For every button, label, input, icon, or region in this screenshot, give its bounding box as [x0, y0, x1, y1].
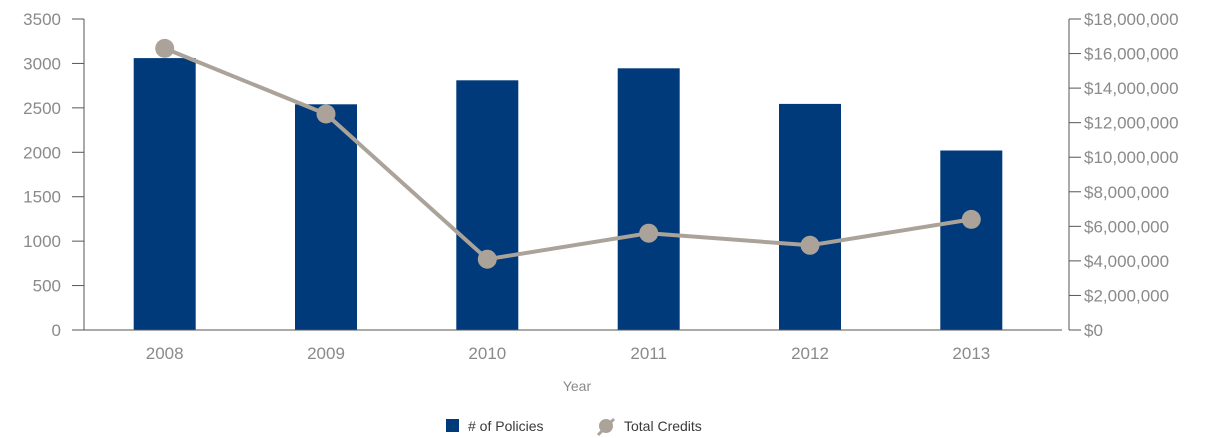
x-tick-label-2008: 2008	[146, 344, 184, 363]
x-tick-label-2011: 2011	[630, 344, 667, 363]
y-left-tick-label: 0	[52, 321, 61, 340]
x-tick-label-2012: 2012	[791, 344, 829, 363]
total-credits-line	[163, 46, 972, 262]
x-axis-label: Year	[563, 378, 592, 394]
credits-point-2013	[961, 209, 981, 229]
legend-label-credits: Total Credits	[624, 418, 702, 434]
credits-point-2009	[316, 104, 336, 124]
y-left-tick-label: 1000	[23, 232, 61, 251]
axes-layer: 0 500 1000 1500 2000 2500 3000 3500 $0 $2,000,000…	[23, 10, 1178, 363]
y-right-tick-label: $4,000,000	[1084, 252, 1169, 271]
bar-2011	[617, 68, 680, 331]
credits-point-2008	[155, 38, 175, 58]
bar-2008	[133, 58, 196, 330]
y-left-tick-label: 2500	[23, 99, 61, 118]
y-right-tick-label: $6,000,000	[1084, 217, 1169, 236]
y-left-tick-label: 3500	[23, 10, 61, 29]
x-tick-label-2013: 2013	[952, 344, 990, 363]
y-left-tick-label: 1500	[23, 188, 61, 207]
x-tick-label-2010: 2010	[468, 344, 506, 363]
credits-point-2012	[800, 235, 820, 255]
x-tick-label-2009: 2009	[307, 344, 345, 363]
y-right-tick-label: $16,000,000	[1084, 45, 1179, 64]
bar-2010	[456, 80, 519, 330]
y-right-tick-label: $8,000,000	[1084, 183, 1169, 202]
bar-2013	[940, 150, 1003, 330]
y-right-tick-label: $14,000,000	[1084, 79, 1179, 98]
legend-swatch-credits	[596, 417, 616, 437]
bar-2009	[295, 104, 357, 330]
credits-point-2010	[477, 249, 497, 269]
legend: # of Policies Total Credits	[446, 417, 702, 437]
bars-layer	[133, 58, 1003, 331]
y-right-tick-label: $10,000,000	[1084, 148, 1179, 167]
bar-2012	[779, 103, 841, 331]
line-layer	[155, 38, 981, 269]
y-right-tick-label: $2,000,000	[1084, 286, 1169, 305]
y-right-tick-label: $18,000,000	[1084, 10, 1179, 29]
legend-label-policies: # of Policies	[468, 418, 543, 434]
y-left-tick-label: 3000	[23, 54, 61, 73]
y-right-tick-label: $0	[1084, 321, 1103, 340]
y-left-tick-label: 2000	[23, 143, 61, 162]
y-left-tick-label: 500	[33, 277, 61, 296]
legend-swatch-policies	[446, 419, 459, 432]
y-right-tick-label: $12,000,000	[1084, 114, 1179, 133]
credits-point-2011	[639, 223, 659, 243]
